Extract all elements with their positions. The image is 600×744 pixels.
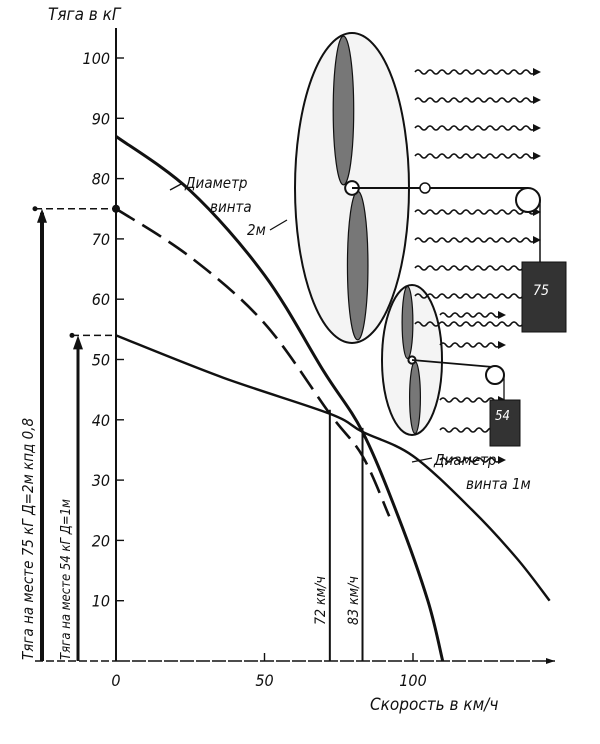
shaft-1m [411, 359, 494, 368]
y-tick-label: 60 [92, 290, 110, 309]
airflow-arrow-small [439, 457, 501, 463]
y-tick-label: 90 [92, 109, 110, 128]
propeller-blade-bottom [409, 360, 422, 435]
y-tick-label: 100 [83, 49, 110, 68]
series-line-3 [115, 334, 551, 602]
airflow-arrow-small [439, 397, 501, 403]
propeller-blade-top [332, 35, 355, 186]
airflow-arrow-small [439, 342, 501, 348]
axes: 10 20 30 40 50 60 70 80 90 100 0 50 100 [32, 28, 555, 690]
propeller-illustration [294, 32, 567, 464]
static-thrust-dot [32, 206, 38, 212]
airflow-arrow-small [439, 312, 501, 318]
x-tick-label: 100 [399, 671, 426, 690]
wave-arrowhead [533, 236, 541, 244]
propeller-blade-bottom [346, 190, 369, 341]
wave-arrowhead [533, 96, 541, 104]
airflow-arrow [414, 69, 536, 75]
y-tick-label: 20 [92, 531, 110, 550]
leader-d2-arrow [269, 219, 288, 231]
x-axis-label: Скорость в км/ч [370, 695, 498, 715]
label-d2-line1: Диаметр [184, 174, 248, 192]
propeller-blade-top [401, 285, 414, 360]
x-axis-arrowhead [546, 658, 555, 664]
series-line-1 [115, 135, 445, 662]
x-tick-label: 0 [111, 671, 120, 690]
static-thrust-arrowhead [37, 208, 47, 223]
y-tick-label: 70 [92, 230, 110, 249]
pulley-small [485, 365, 505, 385]
y-tick-label: 50 [92, 351, 110, 370]
leader-d2 [169, 182, 184, 191]
wave-arrowhead [533, 152, 541, 160]
weight-75 [521, 261, 567, 333]
wave-arrowhead [533, 68, 541, 76]
airflow-arrow [414, 209, 536, 215]
leader-d1 [411, 457, 433, 463]
series-group [115, 135, 551, 662]
static-thrust-dot [69, 332, 75, 338]
airflow-arrow [414, 153, 536, 159]
y-tick-label: 10 [92, 592, 110, 611]
wave-arrowhead [498, 341, 506, 349]
static-thrust-label-54: Тяга на месте 54 кГ Д=1м [59, 499, 74, 660]
pulley-big [515, 187, 541, 213]
y-tick-label: 40 [92, 411, 110, 430]
label-d1-line1: Диаметр [433, 451, 497, 469]
x-tick-label: 50 [255, 671, 273, 690]
wave-arrowhead [498, 456, 506, 464]
label-d2-line2: винта [210, 198, 252, 216]
weight-label-54: 54 [495, 409, 510, 424]
wave-arrowhead [498, 311, 506, 319]
airflow-arrow [414, 97, 536, 103]
label-d1-line2: винта 1м [466, 475, 531, 493]
weight-54 [489, 399, 521, 447]
weight-label-75: 75 [533, 283, 549, 299]
series-line-2 [115, 207, 391, 517]
y-tick-label: 80 [92, 170, 110, 189]
y-axis-label: Тяга в кГ [48, 5, 122, 25]
marker-label-83: 83 км/ч [346, 576, 362, 625]
airflow-arrow [414, 321, 536, 327]
shaft-joint [419, 182, 431, 194]
airflow-arrow [414, 293, 536, 299]
static-thrust-arrowhead [73, 335, 83, 350]
static-thrust-label-75: Тяга на месте 75 кГ Д=2м кпд 0,8 [19, 418, 37, 660]
airflow-arrow [414, 265, 536, 271]
marker-label-72: 72 км/ч [313, 576, 329, 625]
wave-arrowhead [533, 124, 541, 132]
y-tick-label: 30 [92, 471, 110, 490]
label-d2-line3: 2м [247, 221, 266, 239]
airflow-arrow [414, 125, 536, 131]
airflow-arrow [414, 237, 536, 243]
